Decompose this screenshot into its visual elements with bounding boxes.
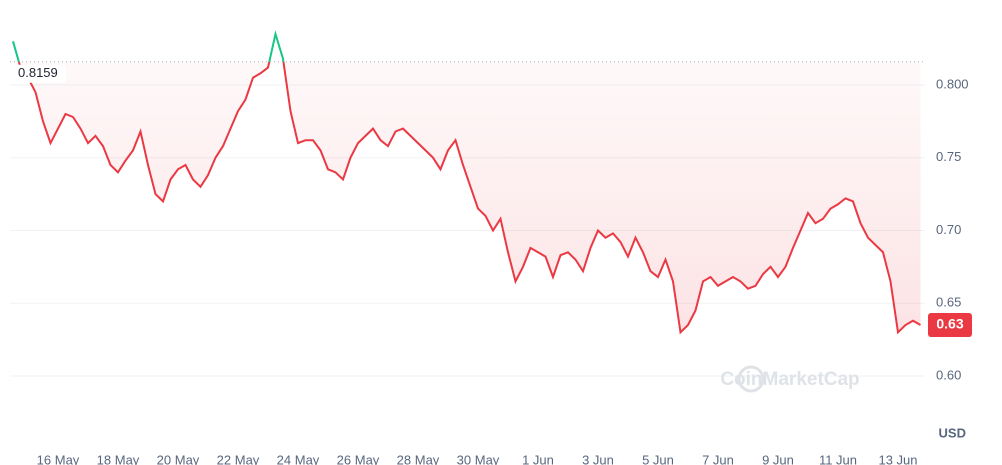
x-tick-label: 3 Jun xyxy=(582,452,614,465)
x-tick-label: 24 May xyxy=(277,452,320,465)
x-tick-label: 7 Jun xyxy=(702,452,734,465)
x-tick-label: 28 May xyxy=(397,452,440,465)
x-tick-label: 22 May xyxy=(217,452,260,465)
x-tick-label: 1 Jun xyxy=(522,452,554,465)
y-tick-label: 0.75 xyxy=(936,149,961,164)
x-tick-label: 16 May xyxy=(37,452,80,465)
x-tick-label: 11 Jun xyxy=(819,452,857,465)
x-tick-label: 5 Jun xyxy=(642,452,674,465)
watermark-logo xyxy=(737,365,765,393)
y-tick-label: 0.60 xyxy=(936,367,961,382)
x-tick-label: 26 May xyxy=(337,452,380,465)
x-tick-label: 30 May xyxy=(457,452,500,465)
area-fill xyxy=(18,61,921,333)
currency-label: USD xyxy=(939,425,966,440)
reference-label-box xyxy=(14,64,66,83)
x-tick-label: 13 Jun xyxy=(878,452,917,465)
price-line xyxy=(17,61,921,335)
watermark: CoinMarketCap xyxy=(720,369,859,390)
y-tick-label: 0.800 xyxy=(936,76,969,91)
last-price-box xyxy=(928,313,972,338)
reference-label: 0.8159 xyxy=(18,65,58,80)
y-tick-label: 0.65 xyxy=(936,295,961,310)
last-price-label: 0.63 xyxy=(936,316,963,332)
y-tick-label: 0.70 xyxy=(936,222,961,237)
x-tick-label: 20 May xyxy=(157,452,200,465)
x-tick-label: 18 May xyxy=(97,452,140,465)
x-tick-label: 9 Jun xyxy=(762,452,794,465)
